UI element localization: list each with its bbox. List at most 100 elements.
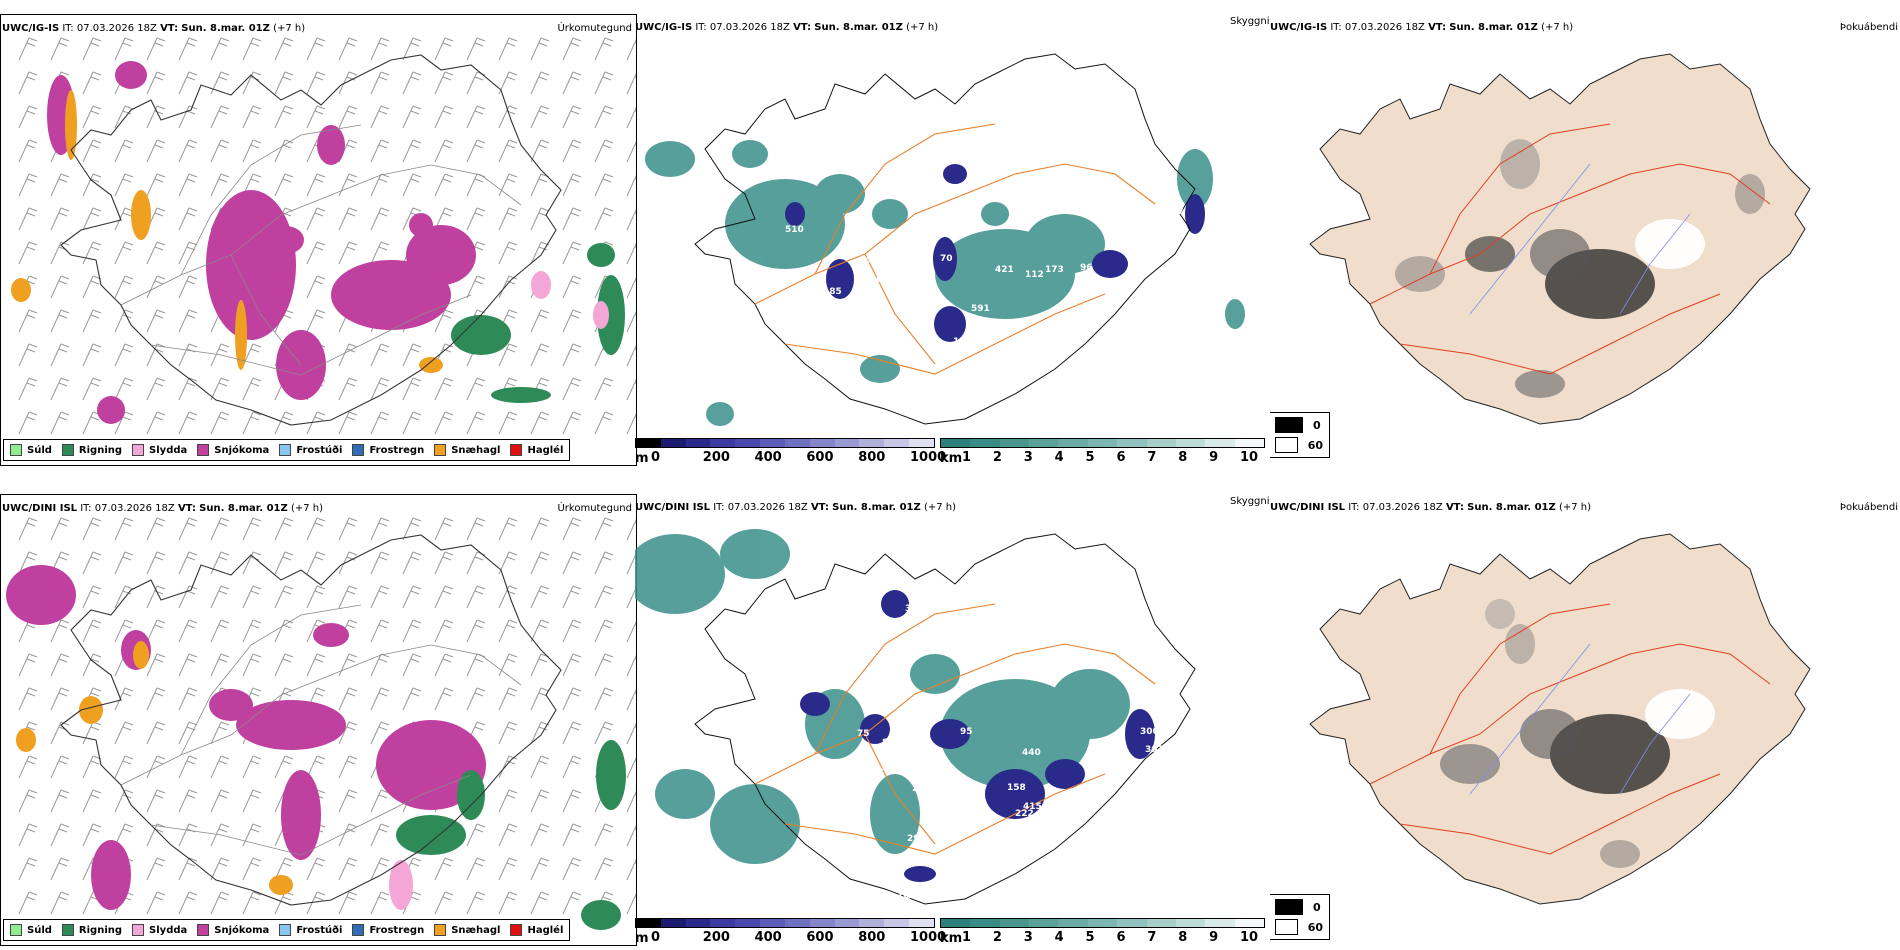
wind-barb: [18, 37, 38, 61]
colorbar-tick: 400: [754, 930, 782, 944]
colorbar-tick: 7: [1147, 450, 1157, 464]
ramp-step: [1117, 919, 1147, 927]
cloud-base-value: 440: [1022, 748, 1041, 758]
snow-area: [209, 689, 253, 721]
wind-barb: [338, 857, 358, 881]
it-value: 07.03.2026 18Z: [1362, 502, 1443, 513]
wind-barb: [146, 343, 166, 367]
wind-barb: [338, 551, 358, 575]
rain-area: [596, 740, 626, 810]
ramp-step: [760, 919, 785, 927]
wind-barb: [178, 275, 198, 299]
wind-barb: [338, 241, 358, 265]
wind-barb: [82, 755, 102, 779]
cloud-base-value: 300: [1140, 727, 1159, 737]
cloud-base-value: 557: [1165, 207, 1184, 217]
model-name: UWC/IG-IS: [2, 23, 60, 34]
wind-barb: [338, 105, 358, 129]
wind-barb: [242, 37, 262, 61]
wind-barb: [402, 517, 422, 541]
wind-barb: [466, 377, 486, 401]
wind-barb: [242, 857, 262, 881]
wind-barb: [178, 207, 198, 231]
wind-barb: [50, 241, 70, 265]
wind-barb: [562, 241, 582, 265]
snowhail-area: [133, 641, 149, 669]
legend-label: Snjókoma: [214, 924, 270, 936]
snowhail-area: [131, 190, 151, 240]
wind-barb: [530, 173, 550, 197]
ridge-labels: 75 85 510 393 101 185 70 421 112 96 88 557 173 591 107…: [693, 104, 1184, 428]
wind-barb: [466, 857, 486, 881]
colorbar-tick: 1000: [910, 930, 947, 944]
rivers: [1469, 643, 1691, 795]
wind-barb: [466, 173, 486, 197]
colorbar-tick: 9: [1209, 450, 1219, 464]
wind-barb: [530, 857, 550, 881]
wind-barb: [434, 517, 454, 541]
snowhail-area: [235, 300, 247, 370]
visibility-blobs: [645, 140, 1245, 426]
vt-value: Sun. 8.mar. 01Z: [1449, 22, 1538, 33]
wind-barb: [306, 653, 326, 677]
wind-barb: [370, 105, 390, 129]
fog-legend-top: 0: [1313, 418, 1321, 432]
wind-barb: [562, 551, 582, 575]
vt-label: VT:: [1428, 22, 1447, 33]
wind-barb: [50, 343, 70, 367]
wind-barb: [402, 343, 422, 367]
lead-time: (+7 h): [906, 22, 939, 33]
legend-item: Rigning: [61, 924, 122, 936]
wind-barb: [50, 857, 70, 881]
wind-barb: [370, 619, 390, 643]
wind-barb: [146, 755, 166, 779]
cloudbase-area: [930, 719, 970, 749]
low-vis-area: [635, 534, 725, 614]
low-vis-area: [1225, 299, 1245, 329]
visibility-panel-row0: UWC/IG-IS IT: 07.03.2026 18Z VT: Sun. 8.…: [635, 14, 1270, 464]
ramp-step: [859, 439, 885, 447]
wind-barb: [50, 207, 70, 231]
wind-barb: [82, 721, 102, 745]
colorbar-tick: 2: [992, 450, 1002, 464]
wind-barb: [306, 241, 326, 265]
wind-barb: [274, 37, 294, 61]
rain-area: [581, 900, 621, 930]
wind-barb: [178, 37, 198, 61]
snowhail-area: [65, 90, 77, 160]
wind-barb: [530, 687, 550, 711]
wind-barb: [498, 721, 518, 745]
panel-header: UWC/DINI ISL IT: 07.03.2026 18Z VT: Sun.…: [1270, 502, 1591, 514]
precip-blobs: [6, 565, 626, 930]
wind-barb: [114, 551, 134, 575]
wind-barb: [370, 241, 390, 265]
wind-barb: [82, 377, 102, 401]
wind-barb: [338, 207, 358, 231]
wind-barb: [210, 517, 230, 541]
snow-area: [409, 213, 433, 237]
wind-barb: [114, 687, 134, 711]
wind-barb: [178, 309, 198, 333]
ramp-step: [735, 439, 761, 447]
cloud-base-value: 301: [1145, 745, 1164, 755]
wind-barb: [594, 207, 614, 231]
wind-barb: [146, 653, 166, 677]
panel-title: Þokuábendi: [1839, 22, 1898, 33]
wind-barb: [18, 653, 38, 677]
wind-barb: [210, 585, 230, 609]
wind-barb: [114, 517, 134, 541]
it-label: IT:: [62, 23, 74, 34]
wind-barb: [626, 518, 636, 541]
cloud-base-value: 193: [1150, 789, 1169, 799]
wind-barb: [530, 207, 550, 231]
panel-header: UWC/DINI ISL IT: 07.03.2026 18Z VT: Sun.…: [2, 503, 323, 515]
panel-title: Þokuábendi: [1839, 502, 1898, 513]
roads: [120, 604, 522, 856]
cloud-base-value: 84: [882, 738, 895, 748]
wind-barb: [338, 687, 358, 711]
wind-barb: [338, 517, 358, 541]
wind-barb: [82, 551, 102, 575]
wind-barb: [18, 517, 38, 541]
